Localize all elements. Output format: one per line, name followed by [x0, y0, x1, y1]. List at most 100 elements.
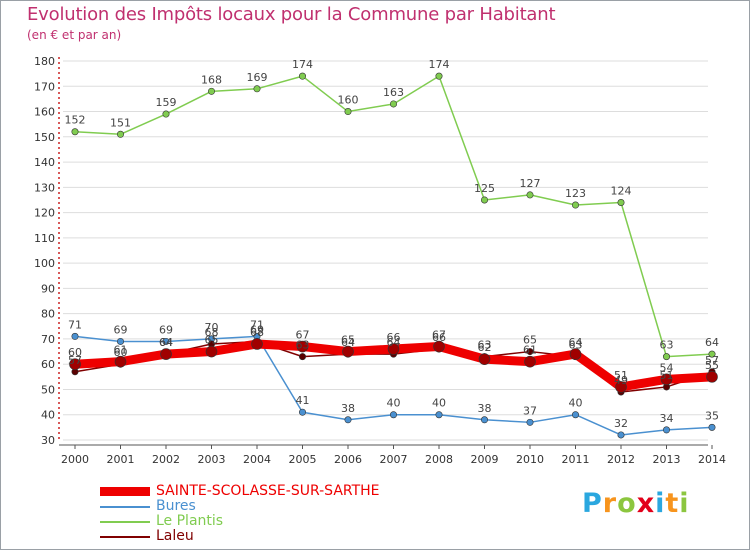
data-point — [571, 411, 579, 419]
data-label: 35 — [705, 409, 719, 422]
data-point — [526, 348, 534, 356]
data-label: 124 — [611, 184, 632, 197]
data-point — [114, 355, 127, 368]
data-label: 168 — [201, 73, 222, 86]
y-tick-label: 150 — [34, 131, 55, 144]
data-label: 68 — [205, 326, 219, 339]
data-label: 63 — [660, 339, 674, 352]
y-tick-label: 80 — [41, 308, 55, 321]
y-tick-label: 120 — [34, 207, 55, 220]
data-point — [205, 345, 218, 358]
x-tick-label: 2005 — [289, 453, 317, 466]
x-tick-label: 2001 — [107, 453, 135, 466]
y-tick-label: 100 — [34, 257, 55, 270]
x-tick-label: 2000 — [61, 453, 89, 466]
data-label: 125 — [474, 182, 495, 195]
legend-label: Bures — [156, 498, 196, 514]
legend-label: Laleu — [156, 528, 194, 544]
data-point — [298, 72, 306, 80]
legend-item: Bures — [100, 499, 380, 514]
x-tick-label: 2014 — [698, 453, 726, 466]
chart-title: Evolution des Impôts locaux pour la Comm… — [27, 4, 556, 25]
logo-letter: r — [602, 488, 618, 519]
x-tick-label: 2010 — [516, 453, 544, 466]
data-point — [706, 371, 718, 383]
data-label: 34 — [660, 412, 674, 425]
data-point — [526, 418, 534, 426]
y-tick-label: 160 — [34, 106, 55, 119]
data-label: 66 — [387, 331, 401, 344]
data-label: 38 — [341, 402, 355, 415]
data-label: 37 — [523, 404, 537, 417]
y-tick-label: 170 — [34, 80, 55, 93]
data-label: 41 — [296, 394, 310, 407]
data-point — [208, 87, 216, 95]
data-point — [433, 340, 445, 353]
data-label: 40 — [569, 397, 583, 410]
series-line — [74, 75, 713, 358]
data-label: 55 — [705, 359, 719, 372]
data-point — [569, 348, 582, 360]
data-label: 60 — [114, 346, 128, 359]
data-label: 151 — [110, 116, 131, 129]
legend-label: Le Plantis — [156, 513, 224, 529]
data-label: 67 — [432, 329, 446, 342]
data-point — [298, 408, 306, 416]
data-point — [526, 191, 534, 199]
data-label: 40 — [387, 397, 401, 410]
data-label: 70 — [205, 321, 219, 334]
y-tick-label: 30 — [41, 434, 55, 447]
data-label: 68 — [250, 326, 264, 339]
legend: SAINTE-SCOLASSE-SUR-SARTHE Bures Le Planti… — [100, 484, 380, 544]
data-point — [389, 100, 397, 108]
proxiti-logo: Proxiti — [582, 488, 690, 519]
data-label: 63 — [296, 339, 310, 352]
data-label: 64 — [387, 336, 401, 349]
y-tick-label: 180 — [34, 55, 55, 68]
legend-swatch — [100, 487, 150, 496]
data-label: 32 — [614, 417, 628, 430]
data-label: 66 — [432, 331, 446, 344]
x-tick-label: 2007 — [380, 453, 408, 466]
data-point — [69, 358, 81, 371]
data-label: 64 — [705, 336, 719, 349]
data-label: 169 — [247, 71, 268, 84]
data-label: 63 — [569, 339, 583, 352]
logo-letter: x — [636, 488, 656, 519]
data-label: 62 — [478, 341, 492, 354]
y-tick-label: 70 — [41, 333, 55, 346]
data-point — [660, 373, 673, 386]
data-point — [253, 85, 261, 93]
data-label: 69 — [114, 323, 128, 336]
logo-letter: i — [655, 488, 666, 519]
data-point — [296, 340, 309, 353]
logo-letter: i — [679, 488, 690, 519]
data-label: 160 — [338, 94, 359, 107]
data-point — [389, 411, 397, 419]
data-point — [615, 381, 627, 393]
legend-swatch — [100, 535, 150, 538]
data-label: 163 — [383, 86, 404, 99]
y-tick-label: 40 — [41, 409, 55, 422]
data-point — [617, 431, 625, 439]
data-label: 69 — [159, 323, 173, 336]
data-point — [298, 353, 306, 361]
data-point — [344, 108, 352, 116]
x-tick-label: 2008 — [425, 453, 453, 466]
data-label: 123 — [565, 187, 586, 200]
data-point — [480, 196, 488, 204]
x-tick-label: 2004 — [243, 453, 271, 466]
data-label: 64 — [159, 336, 173, 349]
data-label: 127 — [520, 177, 541, 190]
data-point — [708, 423, 716, 431]
y-tick-label: 60 — [41, 358, 55, 371]
x-tick-label: 2006 — [334, 453, 362, 466]
data-point — [71, 332, 79, 340]
legend-item: SAINTE-SCOLASSE-SUR-SARTHE — [100, 484, 380, 499]
data-label: 57 — [68, 354, 82, 367]
data-point — [524, 355, 536, 368]
data-point — [571, 201, 579, 209]
data-point — [117, 337, 125, 345]
